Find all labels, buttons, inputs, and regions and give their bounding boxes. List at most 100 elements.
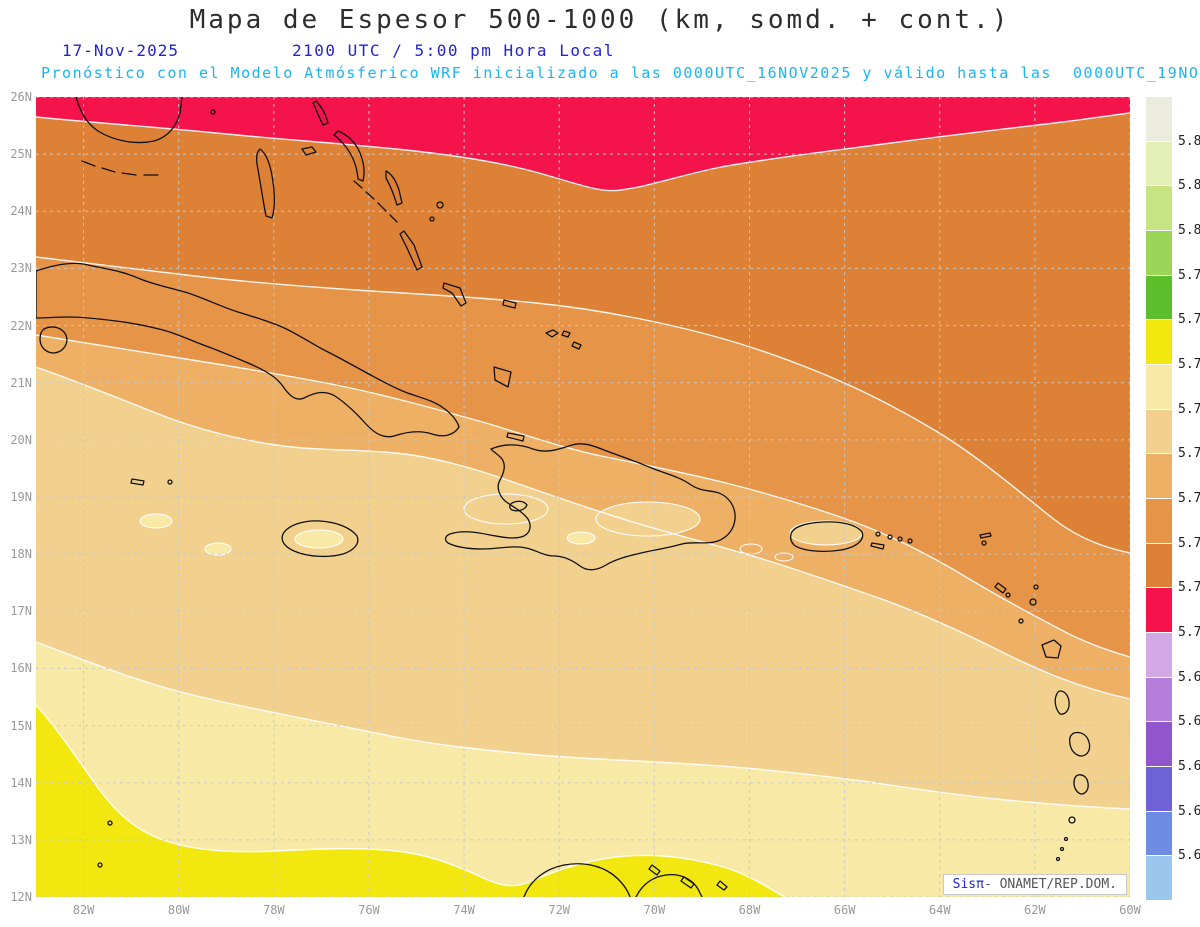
colorbar-segment [1146,141,1172,187]
coastline-dominica [1054,690,1070,715]
patch-light-orange [739,543,763,555]
patch-cream [566,531,596,545]
lat-label: 15N [10,718,32,733]
coastline-bonaire [716,880,728,891]
lat-label: 22N [10,318,32,333]
colorbar-segment [1146,632,1172,678]
colorbar-segment [1146,856,1172,901]
lon-label: 78W [262,903,285,917]
patch-cream [204,542,232,556]
colorbar-segment [1146,722,1172,767]
coastline-curacao [680,876,695,889]
colorbar-segment [1146,677,1172,723]
page-title: Mapa de Espesor 500-1000 (km, somd. + co… [189,5,1011,35]
colorbar-label: 5.819 [1178,178,1200,194]
coastline-st-kitts [994,582,1007,594]
lat-label: 12N [10,890,32,904]
coastline-florida [75,97,183,144]
lon-label: 64W [928,903,951,917]
coastline-st-martin [981,540,987,546]
coastline-antigua [1029,598,1037,606]
lon-label: 68W [738,903,761,917]
coastline-montserrat [1018,618,1024,624]
coastline-bahamas [255,100,517,388]
colorbar-segment [1146,454,1172,499]
colorbar-label: 5.783 [1178,312,1200,328]
lat-label: 25N [10,147,32,162]
colorbar-segment [1146,320,1172,365]
contour-5712 [36,112,1130,192]
colorbar-segment [1146,811,1172,857]
lon-label: 72W [548,903,571,917]
patch-cream [139,513,173,529]
contour-5748 [36,366,1130,700]
lon-label: 66W [833,903,856,917]
coastlines [36,97,1091,897]
lon-label: 74W [453,903,475,917]
lat-label: 26N [10,90,32,104]
band-crimson [36,97,1130,191]
lon-label: 70W [643,903,666,917]
coastline-gonave [509,500,528,512]
lat-label: 16N [10,661,32,676]
lat-label: 20N [10,432,32,447]
coastline-hispaniola [444,443,736,571]
colorbar-label: 5.795 [1178,267,1200,283]
coastline-jamaica [281,520,359,558]
attribution-box: Sisπ- ONAMET/REP.DOM. [942,874,1127,895]
coastline-providencia [107,820,113,826]
contour-lines [36,112,1130,897]
colorbar-segment [1146,97,1172,142]
patch-cream [294,529,344,549]
colorbar-label: 5.64 [1178,848,1200,864]
coastline-virgin-islands [887,534,893,540]
colorbar-label: 5.724 [1178,535,1200,551]
coastline-cayman [130,478,145,486]
colorbar-label: 5.7 [1178,625,1200,640]
lon-label: 62W [1024,903,1046,917]
lat-label: 14N [10,775,32,790]
patch-light-orange [774,552,794,562]
coastline-st-vincent [1068,816,1076,824]
coastline-virgin-islands [907,538,913,544]
colorbar-label: 5.831 [1178,133,1200,149]
contour-5760 [36,641,1130,810]
coastline-bimini [210,109,216,115]
patch-tan [595,501,701,537]
colorbar-label: 5.807 [1178,223,1200,238]
colorbar-label: 5.748 [1178,446,1200,462]
patch-tan [463,493,549,525]
colorbar-segment [1146,364,1172,410]
coastline-virgin-islands [897,536,903,542]
contour-5724 [36,256,1130,554]
colorbar-label: 5.772 [1178,357,1200,372]
coastline-guajira [523,863,631,897]
lon-label: 60W [1119,903,1141,917]
colorbar-segment [1146,588,1172,633]
colorbar-label: 5.688 [1178,669,1200,685]
colorbar [1146,97,1172,901]
colorbar-segment [1146,498,1172,544]
coastline-barbuda [1033,584,1039,590]
colorbar-segment [1146,409,1172,455]
coastline-rum-cay [429,216,435,222]
coastline-grenadines [1059,846,1065,852]
colorbar-segment [1146,186,1172,231]
colorbar-segment [1146,766,1172,812]
forecast-validity-line: Pronóstico con el Modelo Atmósferico WRF… [41,64,1200,82]
coastline-cuba [36,262,460,438]
coastline-guadeloupe [1041,639,1062,659]
lon-label: 82W [72,903,95,917]
coastline-nevis [1005,592,1011,598]
coastline-st-lucia [1073,774,1089,795]
thickness-patches [139,493,863,562]
colorbar-label: 5.652 [1178,803,1200,819]
colorbar-label: 5.712 [1178,580,1200,596]
contour-5736 [36,334,1130,658]
lat-label: 24N [10,204,32,219]
lat-label: 19N [10,490,32,504]
coastline-puerto-rico [789,521,864,552]
coastline-grenadines [1055,856,1061,862]
attribution-org: - ONAMET/REP.DOM. [983,877,1117,892]
